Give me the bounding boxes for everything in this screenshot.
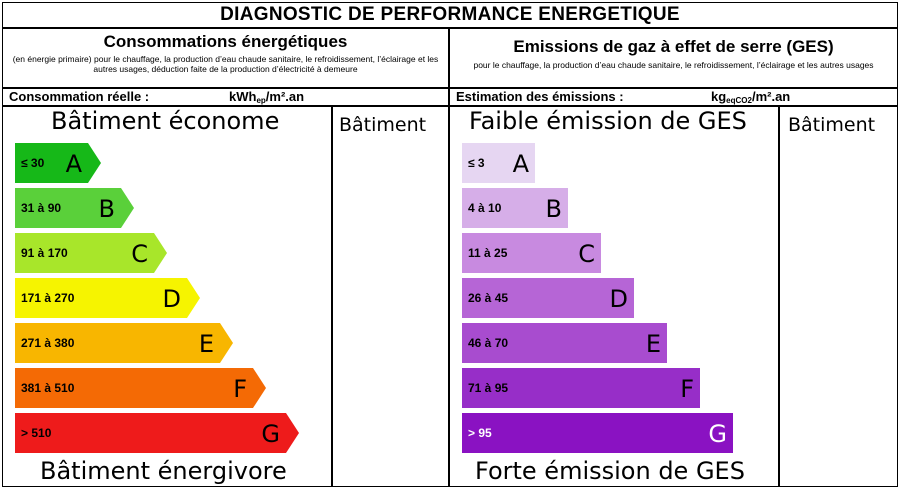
- ges-building-label: Bâtiment: [788, 114, 876, 136]
- ges-class-bar-d: [462, 278, 634, 318]
- ges-class-letter-e: E: [646, 330, 661, 358]
- energy-class-range-c: 91 à 170: [21, 246, 68, 260]
- energy-class-range-e: 271 à 380: [21, 336, 75, 350]
- ges-unit-main: kg: [711, 89, 727, 104]
- energy-class-bar-g: [15, 413, 299, 453]
- ges-scale: ≤ 3 A 4 à 10 B 11 à 25 C 26 à 45 D 46 à 70 E 71 à …: [462, 143, 733, 453]
- energy-class-letter-d: D: [163, 285, 181, 313]
- energy-class-bar-e: [15, 323, 233, 363]
- energy-unit-sub: ep: [256, 96, 266, 105]
- ges-scale-panel: Faible émission de GES ≤ 3 A 4 à 10 B 11 à 2…: [449, 106, 779, 487]
- energy-building-label: Bâtiment: [339, 114, 427, 136]
- energy-building-column: Bâtiment: [332, 106, 449, 487]
- energy-class-letter-f: F: [233, 375, 247, 403]
- ges-class-letter-f: F: [680, 375, 694, 403]
- energy-class-letter-g: G: [261, 420, 280, 448]
- ges-measure-label: Estimation des émissions :: [456, 89, 624, 104]
- ges-class-bar-g: [462, 413, 733, 453]
- energy-class-range-g: > 510: [21, 426, 52, 440]
- ges-class-bar-e: [462, 323, 667, 363]
- energy-class-letter-a: A: [66, 150, 83, 178]
- ges-class-letter-c: C: [578, 240, 595, 268]
- ges-class-letter-a: A: [513, 150, 530, 178]
- energy-unit-main: kWh: [229, 89, 257, 104]
- ges-class-letter-b: B: [546, 195, 562, 223]
- ges-class-range-d: 26 à 45: [468, 291, 508, 305]
- energy-header: Consommations énergétiques (en énergie p…: [2, 28, 449, 88]
- ges-class-range-e: 46 à 70: [468, 336, 508, 350]
- energy-class-range-f: 381 à 510: [21, 381, 75, 395]
- energy-class-range-b: 31 à 90: [21, 201, 61, 215]
- ges-building-column: Bâtiment: [779, 106, 898, 487]
- energy-measure-row: Consommation réelle : kWhep/m².an: [2, 88, 449, 106]
- energy-heading: Consommations énergétiques: [103, 32, 348, 51]
- ges-class-bar-a: [462, 143, 535, 183]
- energy-subheading: (en énergie primaire) pour le chauffage,…: [12, 54, 439, 74]
- ges-class-bar-c: [462, 233, 601, 273]
- energy-class-bar-c: [15, 233, 167, 273]
- energy-class-range-d: 171 à 270: [21, 291, 75, 305]
- energy-class-bar-d: [15, 278, 200, 318]
- energy-class-bar-f: [15, 368, 266, 408]
- ges-class-range-a: ≤ 3: [468, 156, 485, 170]
- energy-bottom-label: Bâtiment énergivore: [40, 457, 287, 485]
- ges-measure-row: Estimation des émissions : kgeqCO2/m².an: [449, 88, 898, 106]
- ges-class-range-f: 71 à 95: [468, 381, 508, 395]
- ges-unit-sub: eqCO2: [726, 96, 752, 105]
- energy-class-letter-b: B: [99, 195, 115, 223]
- energy-class-letter-c: C: [131, 240, 148, 268]
- energy-class-bar-b: [15, 188, 134, 228]
- energy-class-letter-e: E: [199, 330, 214, 358]
- energy-measure-label: Consommation réelle :: [9, 89, 150, 104]
- page-title: DIAGNOSTIC DE PERFORMANCE ENERGETIQUE: [2, 2, 898, 28]
- energy-class-bar-a: [15, 143, 101, 183]
- ges-class-bar-b: [462, 188, 568, 228]
- energy-scale-panel: Bâtiment économe ≤ 30 A 31 à 90 B 91 à 170 C 1…: [2, 106, 332, 487]
- energy-class-range-a: ≤ 30: [21, 156, 45, 170]
- ges-top-label: Faible émission de GES: [469, 107, 747, 135]
- ges-class-range-g: > 95: [468, 426, 492, 440]
- energy-scale: ≤ 30 A 31 à 90 B 91 à 170 C 171 à 270 D 271 à 38…: [15, 143, 299, 453]
- energy-unit: kWhep/m².an: [229, 89, 304, 109]
- ges-class-letter-g: G: [708, 420, 727, 448]
- ges-subheading: pour le chauffage, la production d’eau c…: [473, 60, 874, 70]
- ges-class-bar-f: [462, 368, 700, 408]
- ges-unit-tail: /m².an: [751, 89, 791, 104]
- ges-class-range-b: 4 à 10: [468, 201, 502, 215]
- ges-class-range-c: 11 à 25: [468, 246, 508, 260]
- ges-unit: kgeqCO2/m².an: [711, 89, 790, 109]
- ges-heading: Emissions de gaz à effet de serre (GES): [513, 37, 834, 56]
- ges-bottom-label: Forte émission de GES: [475, 457, 745, 485]
- ges-header: Emissions de gaz à effet de serre (GES) …: [449, 28, 898, 88]
- energy-top-label: Bâtiment économe: [51, 107, 280, 135]
- energy-unit-tail: /m².an: [265, 89, 305, 104]
- ges-class-letter-d: D: [610, 285, 628, 313]
